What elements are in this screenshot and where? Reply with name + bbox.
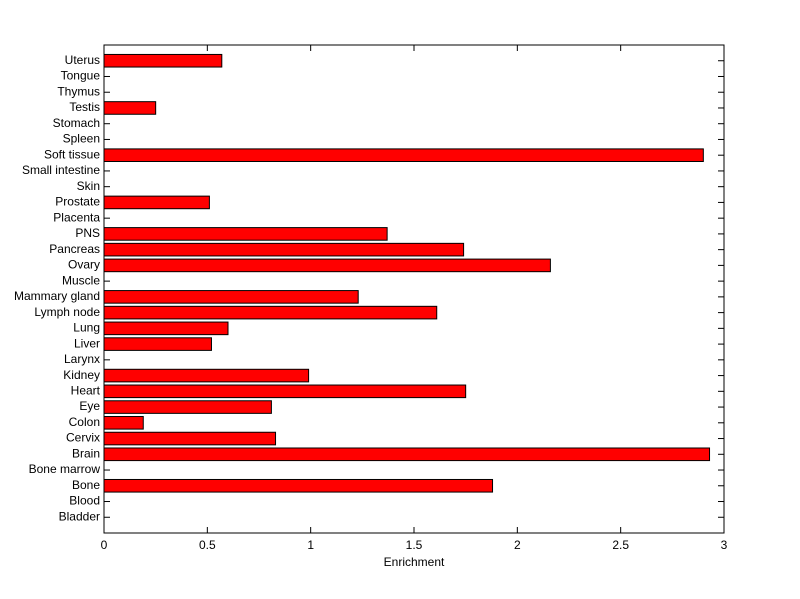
bar	[103, 290, 359, 304]
bar	[103, 227, 388, 241]
x-tick-label: 2.5	[612, 538, 629, 552]
y-tick-label: Ovary	[68, 258, 100, 272]
bar	[103, 416, 144, 430]
bar	[103, 53, 223, 68]
bar	[103, 148, 704, 162]
y-tick-label: Larynx	[64, 352, 100, 366]
y-tick-label: Cervix	[66, 431, 100, 445]
bar	[103, 400, 272, 414]
y-tick-label: Thymus	[57, 84, 100, 98]
y-tick-label: Kidney	[63, 368, 100, 382]
bar	[103, 258, 551, 273]
y-tick-label: Mammary gland	[14, 289, 100, 303]
bar	[103, 195, 210, 210]
bar	[103, 447, 711, 462]
y-tick-label: Colon	[69, 415, 100, 429]
y-tick-label: Tongue	[61, 69, 101, 83]
y-tick-label: Lung	[73, 321, 100, 335]
bar	[103, 321, 229, 336]
y-tick-label: Spleen	[63, 132, 100, 146]
x-tick-label: 1	[307, 538, 314, 552]
y-tick-label: Prostate	[55, 195, 100, 209]
y-tick-label: Bladder	[59, 509, 100, 523]
y-tick-label: Blood	[69, 494, 100, 508]
y-tick-label: Liver	[74, 336, 100, 350]
bar	[103, 337, 212, 351]
x-axis-label: Enrichment	[384, 555, 445, 569]
bar	[103, 242, 465, 257]
y-tick-label: Testis	[69, 100, 100, 114]
y-tick-label: Bone	[72, 478, 100, 492]
x-tick-label: 1.5	[406, 538, 423, 552]
x-tick-label: 3	[721, 538, 728, 552]
bar	[103, 101, 157, 115]
bar	[103, 305, 438, 320]
x-tick-label: 0.5	[199, 538, 216, 552]
y-tick-label: Bone marrow	[29, 462, 101, 476]
y-tick-label: Pancreas	[49, 242, 100, 256]
y-tick-label: Skin	[77, 179, 100, 193]
y-tick-label: Brain	[72, 446, 100, 460]
y-tick-label: Heart	[71, 383, 101, 397]
y-tick-label: Muscle	[62, 273, 100, 287]
y-tick-label: Soft tissue	[44, 147, 100, 161]
bar	[103, 384, 467, 399]
y-tick-label: Uterus	[65, 53, 100, 67]
bar	[103, 478, 494, 493]
x-tick-label: 0	[101, 538, 108, 552]
y-tick-label: Placenta	[53, 210, 100, 224]
y-tick-label: Stomach	[53, 116, 100, 130]
bar	[103, 368, 310, 383]
y-tick-label: Eye	[79, 399, 100, 413]
y-tick-label: PNS	[75, 226, 100, 240]
y-tick-label: Lymph node	[34, 305, 100, 319]
bar	[103, 431, 277, 446]
x-tick-label: 2	[514, 538, 521, 552]
y-tick-label: Small intestine	[22, 163, 100, 177]
